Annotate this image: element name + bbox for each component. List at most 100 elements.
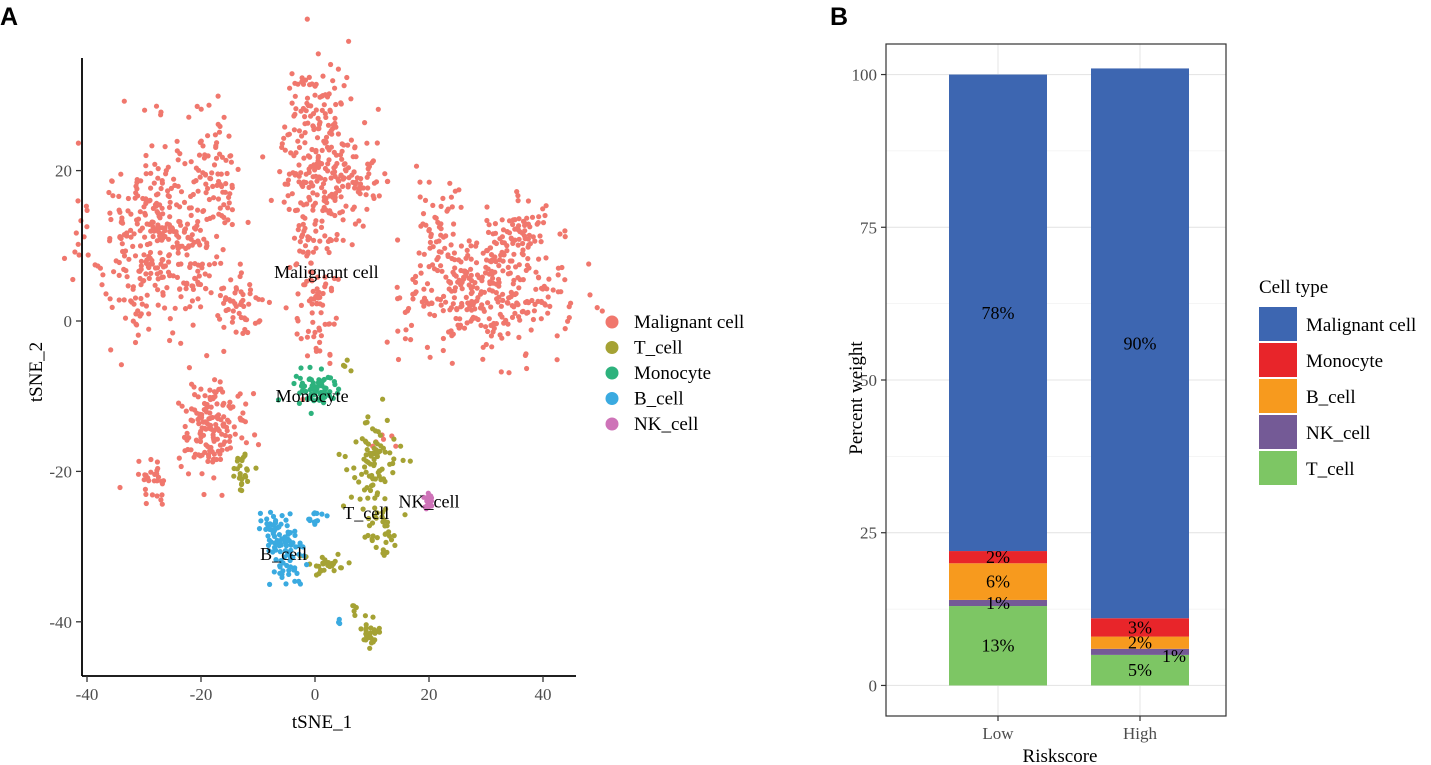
bar-segment-monocyte [1091, 618, 1189, 637]
point-malignant-cell [225, 205, 231, 211]
point-t-cell [373, 515, 379, 521]
point-malignant-cell [310, 288, 316, 294]
point-malignant-cell [162, 228, 168, 234]
point-malignant-cell [175, 250, 181, 256]
point-malignant-cell [211, 389, 218, 395]
point-malignant-cell [520, 247, 526, 253]
point-malignant-cell [155, 166, 161, 172]
point-malignant-cell [215, 196, 222, 202]
point-monocyte [330, 395, 336, 401]
point-t-cell [362, 464, 368, 470]
point-malignant-cell [443, 299, 449, 305]
point-t-cell [362, 534, 368, 540]
bar-label-low-t-cell: 13% [982, 636, 1015, 656]
point-t-cell [373, 544, 379, 551]
point-malignant-cell [515, 302, 521, 308]
point-malignant-cell [220, 401, 227, 407]
bar-legend: Cell type Malignant cell Monocyte B_cell NK… [1259, 277, 1416, 485]
point-malignant-cell [326, 157, 332, 163]
point-t-cell [383, 539, 389, 546]
point-malignant-cell [304, 334, 310, 340]
point-malignant-cell [132, 339, 139, 346]
point-malignant-cell [480, 250, 486, 256]
point-malignant-cell [529, 214, 536, 220]
point-malignant-cell [159, 492, 165, 498]
point-malignant-cell [174, 232, 180, 238]
point-malignant-cell [465, 300, 471, 306]
point-t-cell [384, 523, 390, 529]
point-malignant-cell [313, 107, 319, 113]
point-malignant-cell [171, 176, 177, 182]
point-malignant-cell [107, 296, 113, 302]
point-malignant-cell [292, 207, 299, 214]
point-malignant-cell [130, 318, 136, 324]
point-malignant-cell [158, 185, 164, 192]
point-t-cell [340, 362, 347, 368]
point-malignant-cell [515, 275, 521, 281]
point-malignant-cell [208, 290, 214, 296]
point-malignant-cell [238, 270, 244, 276]
point-t-cell [348, 494, 354, 500]
point-t-cell [387, 450, 393, 456]
point-malignant-cell [452, 265, 458, 271]
point-malignant-cell [154, 200, 160, 206]
point-malignant-cell [121, 98, 127, 104]
point-malignant-cell [160, 211, 166, 217]
point-malignant-cell [167, 225, 174, 231]
point-malignant-cell [447, 307, 453, 313]
bar-segment-t-cell [949, 606, 1047, 686]
point-t-cell [363, 469, 369, 475]
point-malignant-cell [352, 185, 358, 191]
point-malignant-cell [348, 96, 354, 102]
point-b-cell [267, 509, 274, 515]
point-malignant-cell [198, 386, 204, 392]
point-malignant-cell [122, 315, 129, 321]
point-malignant-cell [183, 286, 189, 292]
point-malignant-cell [246, 301, 252, 307]
point-malignant-cell [223, 307, 229, 314]
point-t-cell [363, 627, 369, 634]
point-t-cell [351, 465, 357, 471]
point-malignant-cell [221, 348, 227, 354]
point-malignant-cell [338, 100, 344, 106]
point-malignant-cell [380, 436, 387, 442]
point-malignant-cell [111, 269, 117, 275]
point-malignant-cell [500, 250, 506, 256]
point-malignant-cell [229, 185, 235, 191]
bar-label-high-b-cell: 2% [1128, 633, 1152, 653]
point-malignant-cell [212, 377, 218, 383]
point-malignant-cell [166, 204, 173, 210]
series-malignant-cell [61, 16, 605, 507]
point-t-cell [374, 510, 380, 516]
point-malignant-cell [221, 202, 227, 208]
point-t-cell [336, 451, 342, 457]
point-malignant-cell [241, 303, 247, 309]
point-monocyte [334, 390, 340, 396]
point-malignant-cell [493, 240, 499, 247]
point-malignant-cell [167, 199, 173, 205]
point-malignant-cell [468, 243, 474, 249]
point-malignant-cell [299, 133, 305, 139]
point-malignant-cell [218, 171, 224, 177]
point-malignant-cell [174, 274, 180, 280]
point-malignant-cell [186, 243, 192, 249]
point-malignant-cell [147, 241, 153, 247]
point-malignant-cell [282, 124, 288, 130]
point-malignant-cell [413, 289, 419, 295]
point-malignant-cell [95, 263, 101, 269]
point-malignant-cell [500, 291, 506, 297]
series-nk-cell [421, 490, 435, 512]
point-malignant-cell [447, 280, 454, 286]
point-t-cell [363, 458, 370, 464]
point-malignant-cell [495, 299, 501, 305]
point-malignant-cell [350, 154, 356, 160]
point-malignant-cell [226, 403, 232, 409]
point-malignant-cell [217, 151, 223, 157]
point-malignant-cell [499, 239, 505, 246]
point-t-cell [239, 480, 245, 487]
point-b-cell [273, 557, 279, 563]
point-malignant-cell [219, 492, 225, 498]
point-malignant-cell [402, 336, 408, 342]
point-malignant-cell [345, 165, 352, 171]
point-malignant-cell [510, 240, 516, 246]
